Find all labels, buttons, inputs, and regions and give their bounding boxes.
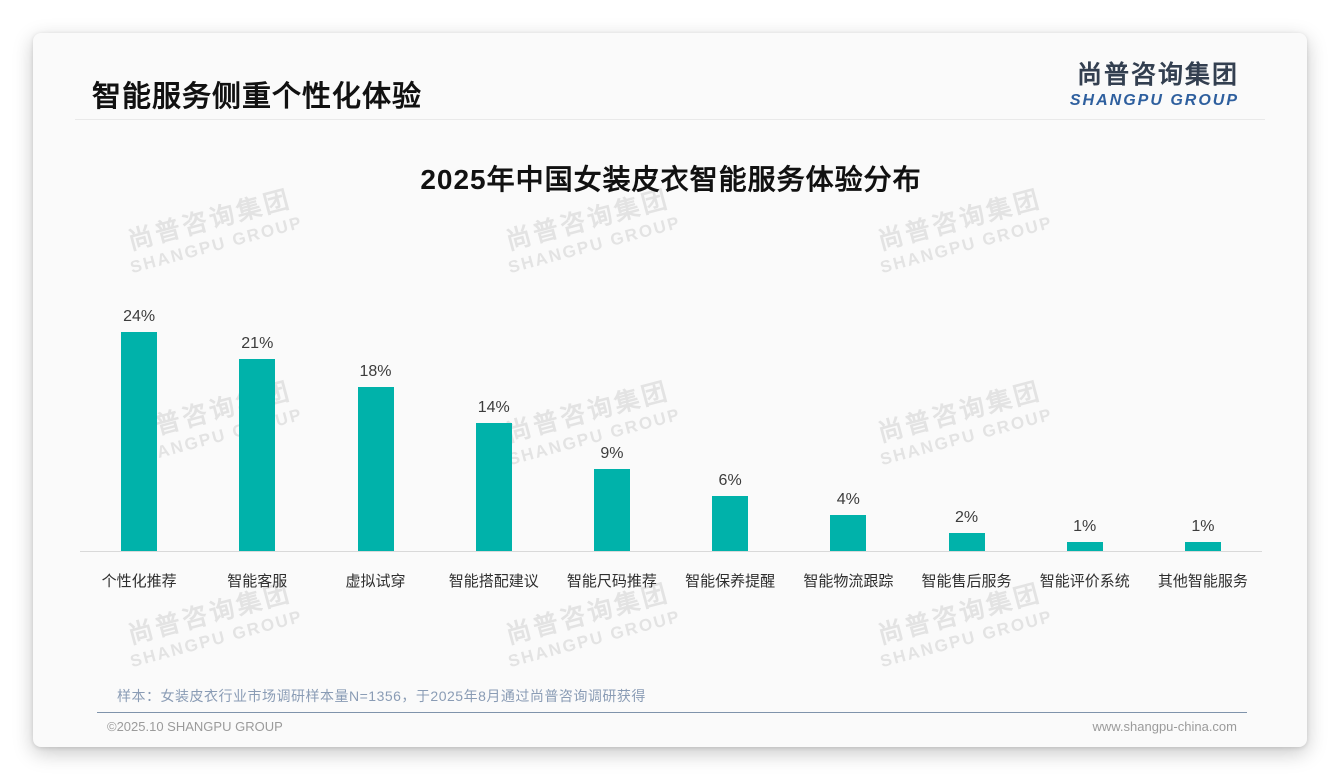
watermark-text-en: SHANGPU GROUP bbox=[506, 606, 683, 672]
bar-slot: 6% bbox=[671, 472, 789, 551]
bar bbox=[593, 468, 630, 551]
slide-card: 智能服务侧重个性化体验 尚普咨询集团 SHANGPU GROUP 尚普咨询集团 S… bbox=[33, 33, 1307, 747]
x-axis-labels: 个性化推荐 智能客服 虚拟试穿 智能搭配建议 智能尺码推荐 智能保养提醒 智能物流跟踪 智能售… bbox=[80, 552, 1262, 591]
bar-value-label: 21% bbox=[241, 335, 274, 353]
x-axis-category-label: 虚拟试穿 bbox=[345, 573, 406, 590]
x-axis-category-label: 智能搭配建议 bbox=[448, 573, 539, 590]
bar-slot: 1% bbox=[1144, 518, 1262, 551]
website-url: www.shangpu-china.com bbox=[1092, 719, 1237, 734]
footer-divider bbox=[97, 712, 1247, 713]
x-axis-category-label: 智能尺码推荐 bbox=[566, 573, 657, 590]
chart-plot-area: 24% 21% 18% 14% 9% 6% 4% 2% 1% 1% bbox=[80, 232, 1262, 552]
slide-footer: ©2025.10 SHANGPU GROUP www.shangpu-china… bbox=[107, 719, 1237, 734]
bar-slot: 14% bbox=[435, 399, 553, 551]
bar-value-label: 14% bbox=[477, 399, 510, 417]
bar bbox=[121, 332, 158, 551]
bar-value-label: 18% bbox=[359, 362, 392, 380]
bar-value-label: 1% bbox=[1191, 517, 1215, 535]
copyright-text: ©2025.10 SHANGPU GROUP bbox=[107, 719, 283, 734]
bar-slot: 21% bbox=[198, 335, 316, 551]
bar-slot: 4% bbox=[789, 490, 907, 551]
bar-slot: 18% bbox=[316, 363, 434, 551]
page-title: 智能服务侧重个性化体验 bbox=[92, 81, 423, 113]
bar-slot: 24% bbox=[80, 308, 198, 551]
x-axis-category-label: 智能客服 bbox=[227, 573, 288, 590]
bar-slot: 9% bbox=[553, 445, 671, 551]
bar-value-label: 6% bbox=[718, 472, 742, 490]
bar bbox=[948, 532, 985, 551]
bar-value-label: 2% bbox=[954, 508, 979, 526]
chart-title: 2025年中国女装皮衣智能服务体验分布 bbox=[420, 164, 922, 195]
logo-text-en: SHANGPU GROUP bbox=[1069, 92, 1239, 109]
x-axis-category-label: 个性化推荐 bbox=[101, 573, 177, 590]
bar bbox=[1184, 541, 1221, 551]
bar bbox=[239, 359, 276, 551]
watermark-text-en: SHANGPU GROUP bbox=[128, 606, 305, 672]
bar bbox=[830, 514, 867, 551]
bar-slot: 1% bbox=[1026, 518, 1144, 551]
bar-value-label: 4% bbox=[836, 490, 860, 508]
x-axis-category-label: 智能评价系统 bbox=[1039, 573, 1130, 590]
bar-slot: 2% bbox=[907, 509, 1025, 551]
bar bbox=[712, 496, 749, 551]
bar-value-label: 1% bbox=[1073, 517, 1097, 535]
bar bbox=[357, 386, 394, 551]
x-axis-category-label: 智能物流跟踪 bbox=[803, 573, 894, 590]
bar-chart: 2025年中国女装皮衣智能服务体验分布 24% 21% 18% 14% 9% 6% 4% 2%… bbox=[80, 163, 1262, 591]
x-axis-category-label: 智能售后服务 bbox=[921, 573, 1012, 590]
bar bbox=[475, 423, 512, 551]
bar-value-label: 24% bbox=[123, 308, 156, 325]
company-logo: 尚普咨询集团 SHANGPU GROUP bbox=[1070, 55, 1239, 110]
x-axis-category-label: 其他智能服务 bbox=[1157, 573, 1248, 590]
header-divider bbox=[75, 119, 1265, 120]
sample-note: 样本：女装皮衣行业市场调研样本量N=1356，于2025年8月通过尚普咨询调研获… bbox=[117, 688, 646, 704]
bar-value-label: 9% bbox=[600, 444, 624, 462]
x-axis-category-label: 智能保养提醒 bbox=[685, 573, 776, 590]
bar bbox=[1066, 541, 1103, 551]
watermark-text-en: SHANGPU GROUP bbox=[878, 606, 1055, 672]
logo-text-cn: 尚普咨询集团 bbox=[1076, 61, 1239, 89]
